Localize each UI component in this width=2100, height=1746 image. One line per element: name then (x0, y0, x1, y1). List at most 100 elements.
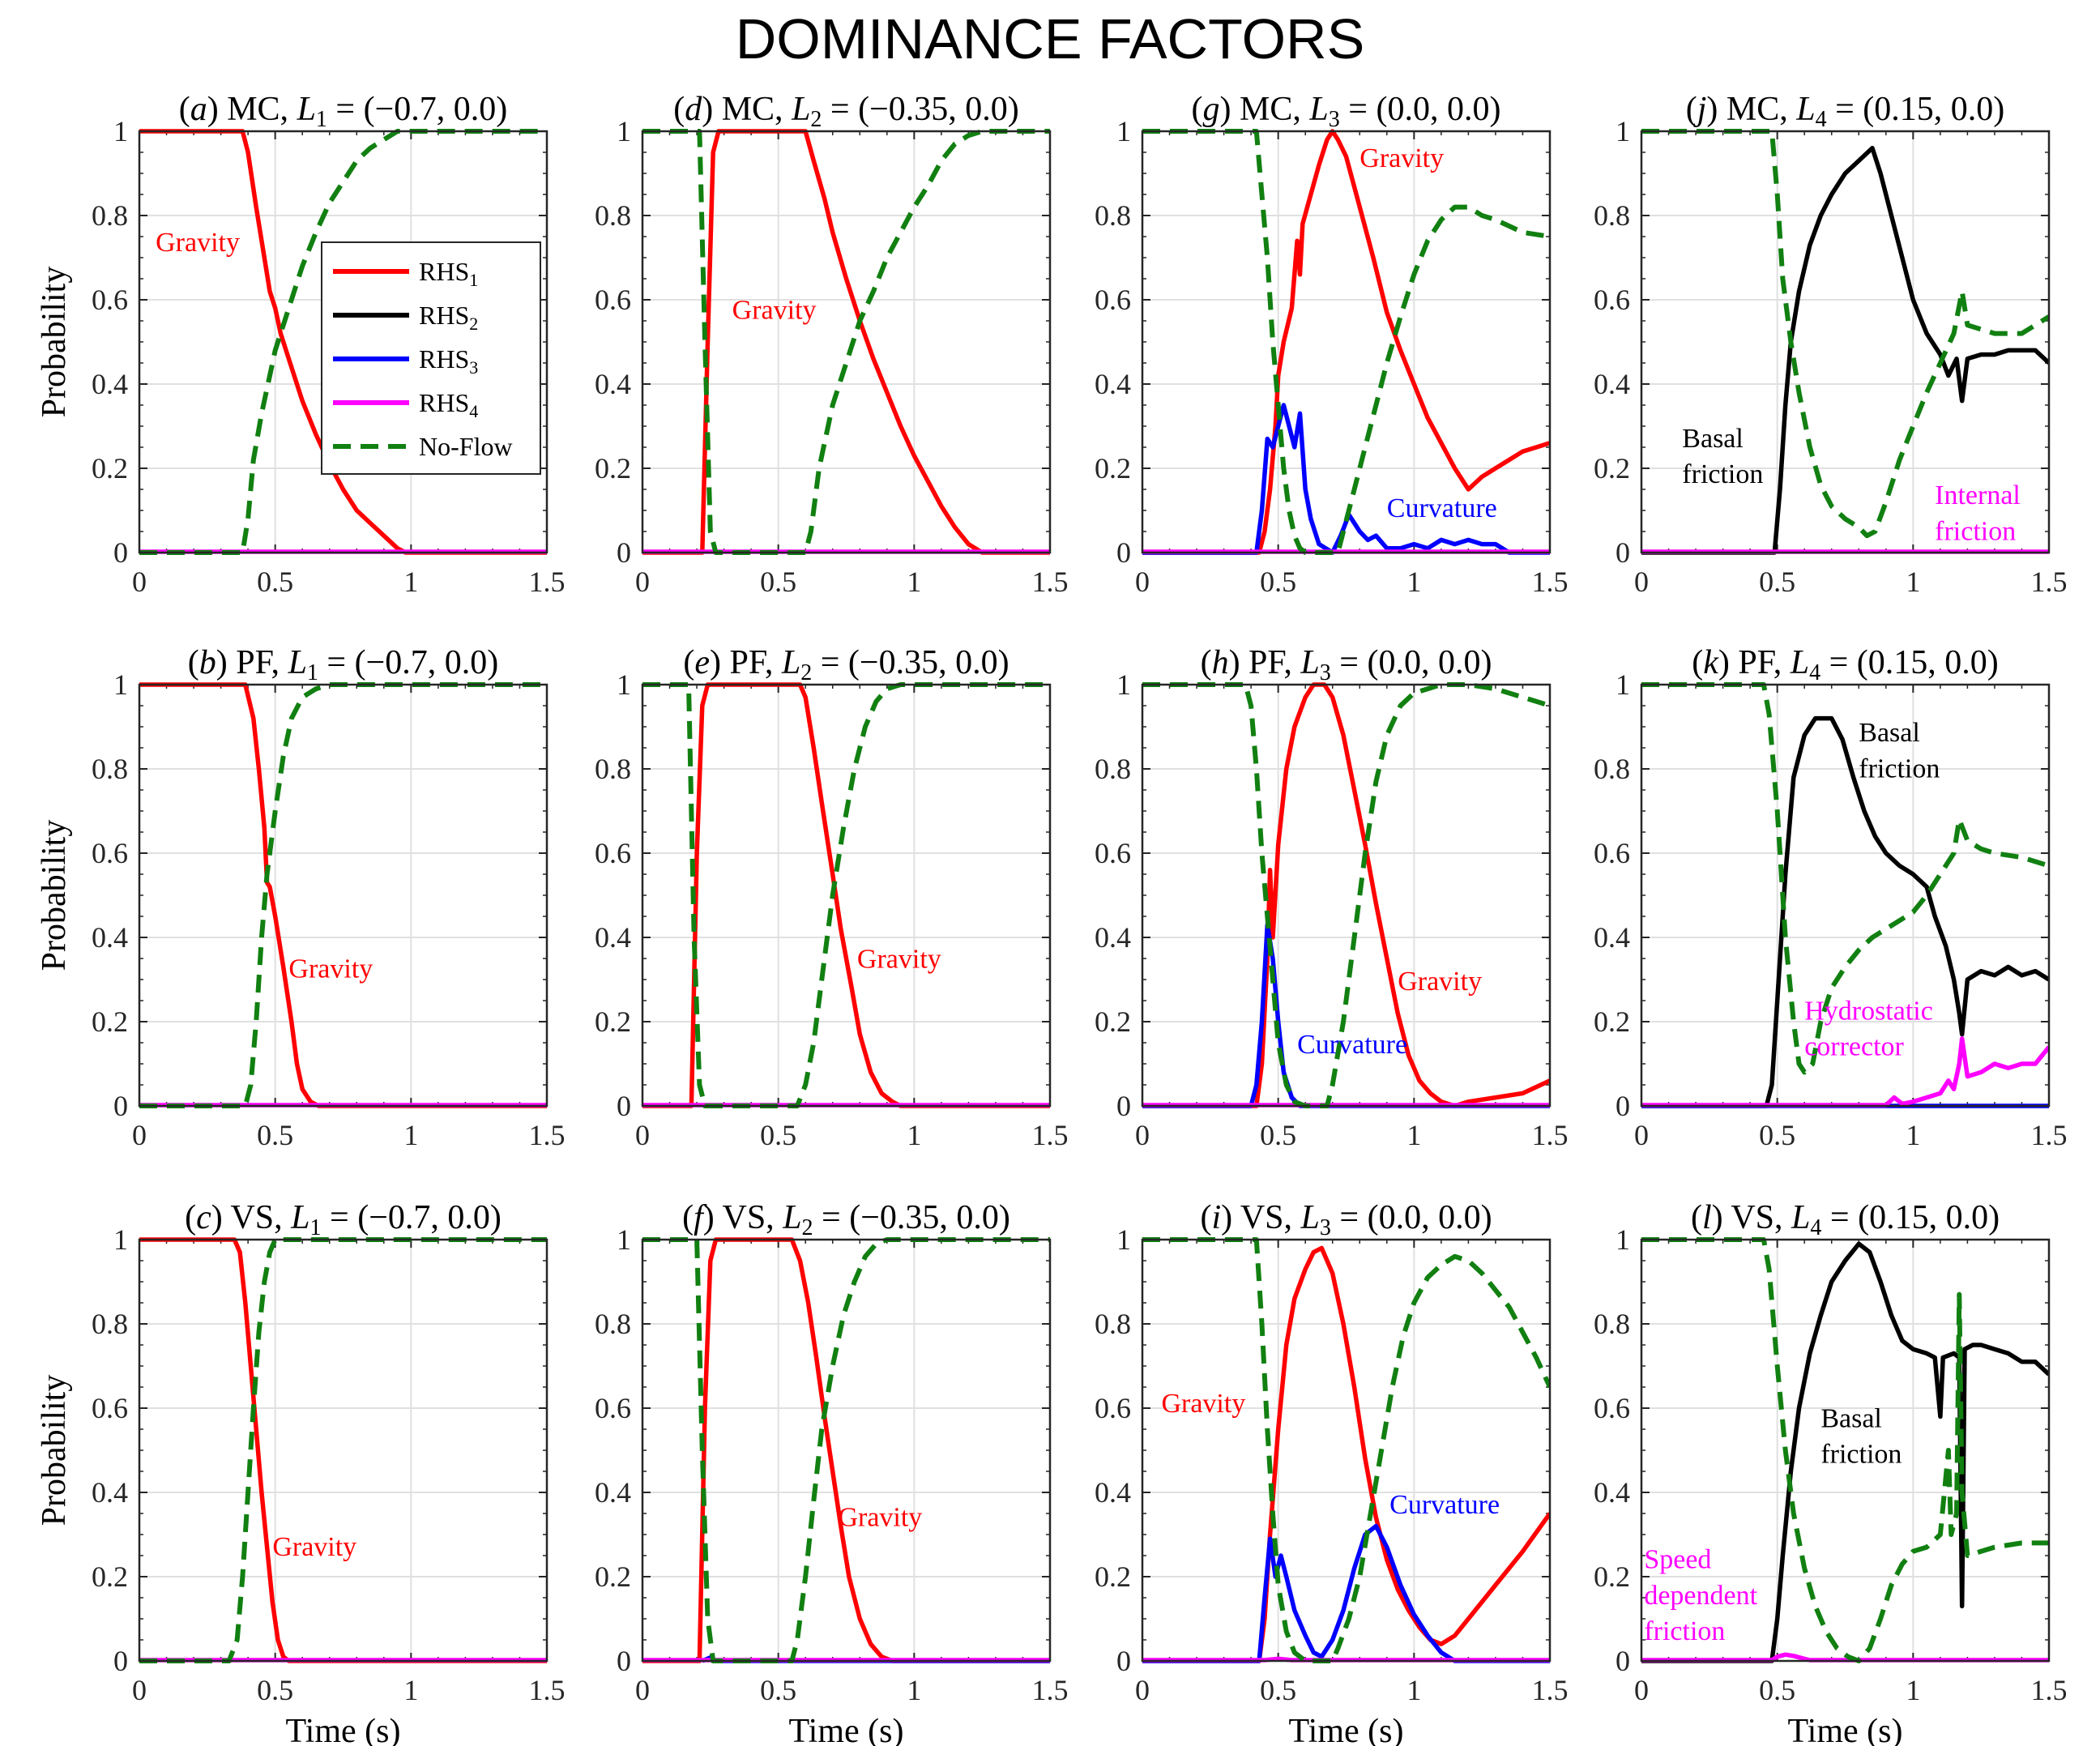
plot-frame (1640, 683, 2051, 1108)
x-tick-label: 1.5 (2031, 1674, 2068, 1706)
x-tick-label: 0 (635, 1674, 650, 1706)
y-tick-label: 0.6 (92, 284, 128, 316)
y-tick-label: 0.8 (595, 1308, 631, 1340)
y-tick-label: 0 (617, 1090, 631, 1122)
plot-area (1142, 131, 1550, 553)
panel-i: 0 0.5 1 1.5 0 0.2 0.4 0.6 0.8 1 (i) VS, L3 = (0.0,… (1095, 1199, 1569, 1746)
panel-title: (e) PF, L2 = (−0.35, 0.0) (683, 644, 1009, 685)
series-line-rhs3 (1142, 1523, 1550, 1663)
plot-frame (138, 1238, 548, 1663)
x-tick-label: 1.5 (2031, 566, 2068, 598)
x-tick-label: 1 (1906, 1119, 1920, 1151)
x-tick-label: 1 (907, 1674, 921, 1706)
y-tick-label: 0.4 (1095, 368, 1131, 400)
panel-d: 0 0.5 1 1.5 0 0.2 0.4 0.6 0.8 1 (d) MC, L2 = (−0.3… (595, 91, 1069, 598)
x-tick-label: 1.5 (2031, 1119, 2068, 1151)
x-tick-label: 0 (1135, 566, 1150, 598)
series-line-noflow (139, 129, 547, 555)
y-tick-label: 0.6 (595, 1392, 631, 1424)
x-tick-label: 0.5 (760, 1674, 796, 1706)
y-tick-label: 0.2 (1594, 1005, 1630, 1038)
annotation-label: friction (1644, 1616, 1725, 1646)
series-line-noflow (139, 682, 547, 1108)
y-tick-label: 0.4 (92, 368, 128, 400)
series-line-rhs2 (1641, 715, 2049, 1108)
y-tick-label: 0.2 (92, 1005, 128, 1038)
y-tick-label: 1 (1116, 1223, 1131, 1256)
plot-frame (1640, 1238, 2051, 1663)
x-tick-label: 0.5 (1759, 1674, 1795, 1706)
annotation-label: Curvature (1387, 493, 1497, 523)
x-tick-label: 1.5 (1532, 1674, 1569, 1706)
series-line-noflow (1641, 682, 2049, 1075)
series-line-noflow (1641, 1237, 2049, 1663)
x-tick-label: 0 (1135, 1674, 1150, 1706)
x-tick-label: 1.5 (529, 566, 566, 598)
series-line-rhs1 (642, 1237, 1050, 1663)
y-tick-label: 1 (617, 1223, 631, 1256)
x-tick-label: 0 (132, 1119, 147, 1151)
y-axis-label: Probability (36, 820, 73, 971)
panel-title: (j) MC, L4 = (0.15, 0.0) (1686, 91, 2005, 132)
x-tick-label: 1.5 (1032, 566, 1069, 598)
y-tick-label: 0.4 (595, 921, 631, 954)
annotation-label: Gravity (1161, 1389, 1245, 1419)
x-tick-label: 1 (907, 566, 921, 598)
annotation-label: Gravity (1359, 143, 1444, 173)
y-tick-label: 0.4 (1095, 921, 1131, 954)
annotation-label: friction (1820, 1440, 1902, 1470)
annotation-label: Hydrostatic (1804, 996, 1933, 1026)
x-tick-label: 1.5 (1532, 566, 1569, 598)
y-tick-label: 0.4 (1594, 921, 1630, 954)
y-tick-label: 0 (1616, 1090, 1630, 1122)
legend-label-rhs3: RHS3 (419, 344, 478, 378)
panel-l: 0 0.5 1 1.5 0 0.2 0.4 0.6 0.8 1 (l) VS, L4 = (0.15… (1594, 1199, 2068, 1746)
panel-title: (k) PF, L4 = (0.15, 0.0) (1692, 644, 1999, 685)
x-tick-label: 0.5 (1759, 566, 1795, 598)
y-tick-label: 0 (1116, 536, 1131, 569)
x-tick-label: 0.5 (257, 1674, 293, 1706)
plot-frame (641, 1238, 1052, 1663)
series-line-rhs1 (1142, 1245, 1550, 1663)
y-tick-label: 0.8 (595, 199, 631, 232)
y-tick-label: 0 (113, 1645, 128, 1677)
y-tick-label: 0.8 (92, 753, 128, 785)
y-axis-label: Probability (36, 1375, 73, 1526)
series-line-rhs1 (139, 682, 547, 1108)
annotation-label: Gravity (1398, 967, 1482, 997)
x-tick-label: 1 (403, 566, 418, 598)
y-tick-label: 0.4 (595, 1476, 631, 1509)
y-tick-label: 0.2 (92, 452, 128, 485)
y-tick-label: 0.8 (1095, 753, 1131, 785)
legend-label-rhs4: RHS4 (419, 388, 478, 421)
y-tick-label: 0.6 (595, 284, 631, 316)
plot-area (1142, 1240, 1550, 1661)
panel-title: (f) VS, L2 = (−0.35, 0.0) (682, 1199, 1010, 1240)
panel-j: 0 0.5 1 1.5 0 0.2 0.4 0.6 0.8 1 (j) MC, L4 = (0.15… (1594, 91, 2068, 598)
y-tick-label: 1 (1616, 1223, 1630, 1256)
y-tick-label: 0.6 (1095, 284, 1131, 316)
y-tick-label: 0.6 (92, 1392, 128, 1424)
y-tick-label: 0.4 (1594, 368, 1630, 400)
y-tick-label: 0.2 (1594, 1560, 1630, 1593)
y-tick-label: 1 (617, 115, 631, 147)
y-tick-label: 1 (113, 668, 128, 701)
y-tick-label: 0 (617, 1645, 631, 1677)
panel-e: 0 0.5 1 1.5 0 0.2 0.4 0.6 0.8 1 (e) PF, L2 = (−0.3… (595, 644, 1069, 1151)
y-tick-label: 0.6 (1594, 284, 1630, 316)
y-tick-label: 1 (1616, 115, 1630, 147)
annotation-label: friction (1859, 753, 1940, 783)
plot-area (139, 1240, 547, 1661)
panel-title: (c) VS, L1 = (−0.7, 0.0) (185, 1199, 502, 1240)
x-tick-label: 0 (635, 566, 650, 598)
legend-label-rhs2: RHS2 (419, 301, 478, 334)
y-tick-label: 0 (113, 536, 128, 569)
y-tick-label: 0.6 (1095, 837, 1131, 869)
y-tick-label: 0.2 (1095, 1560, 1131, 1593)
series-line-rhs4 (1641, 1652, 2049, 1663)
series-line-rhs2 (1641, 1241, 2049, 1663)
y-tick-label: 0 (1616, 1645, 1630, 1677)
plot-frame (1640, 130, 2051, 554)
y-tick-label: 0.2 (1095, 452, 1131, 485)
